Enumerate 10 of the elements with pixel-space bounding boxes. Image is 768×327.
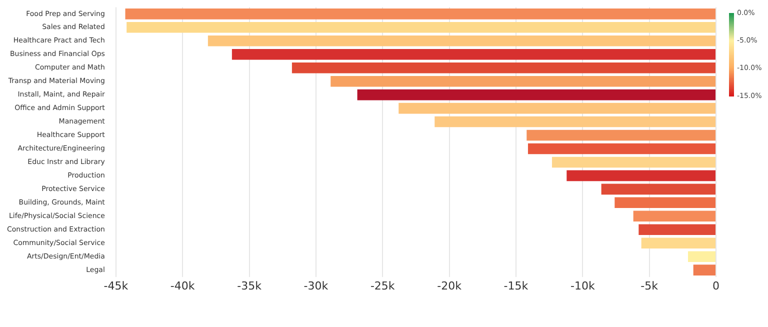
x-tick-label: -20k	[437, 279, 462, 292]
x-tick-label: -35k	[237, 279, 262, 292]
x-tick-label: -30k	[304, 279, 329, 292]
x-tick-label: -45k	[104, 279, 129, 292]
x-tick-label: -10k	[570, 279, 596, 292]
x-tick-label: -5k	[640, 279, 659, 292]
x-tick-label: -25k	[370, 279, 396, 292]
x-tick-label: -40k	[170, 279, 196, 292]
x-tick-label: 0	[712, 279, 720, 292]
x-tick-label: -15k	[504, 279, 529, 292]
